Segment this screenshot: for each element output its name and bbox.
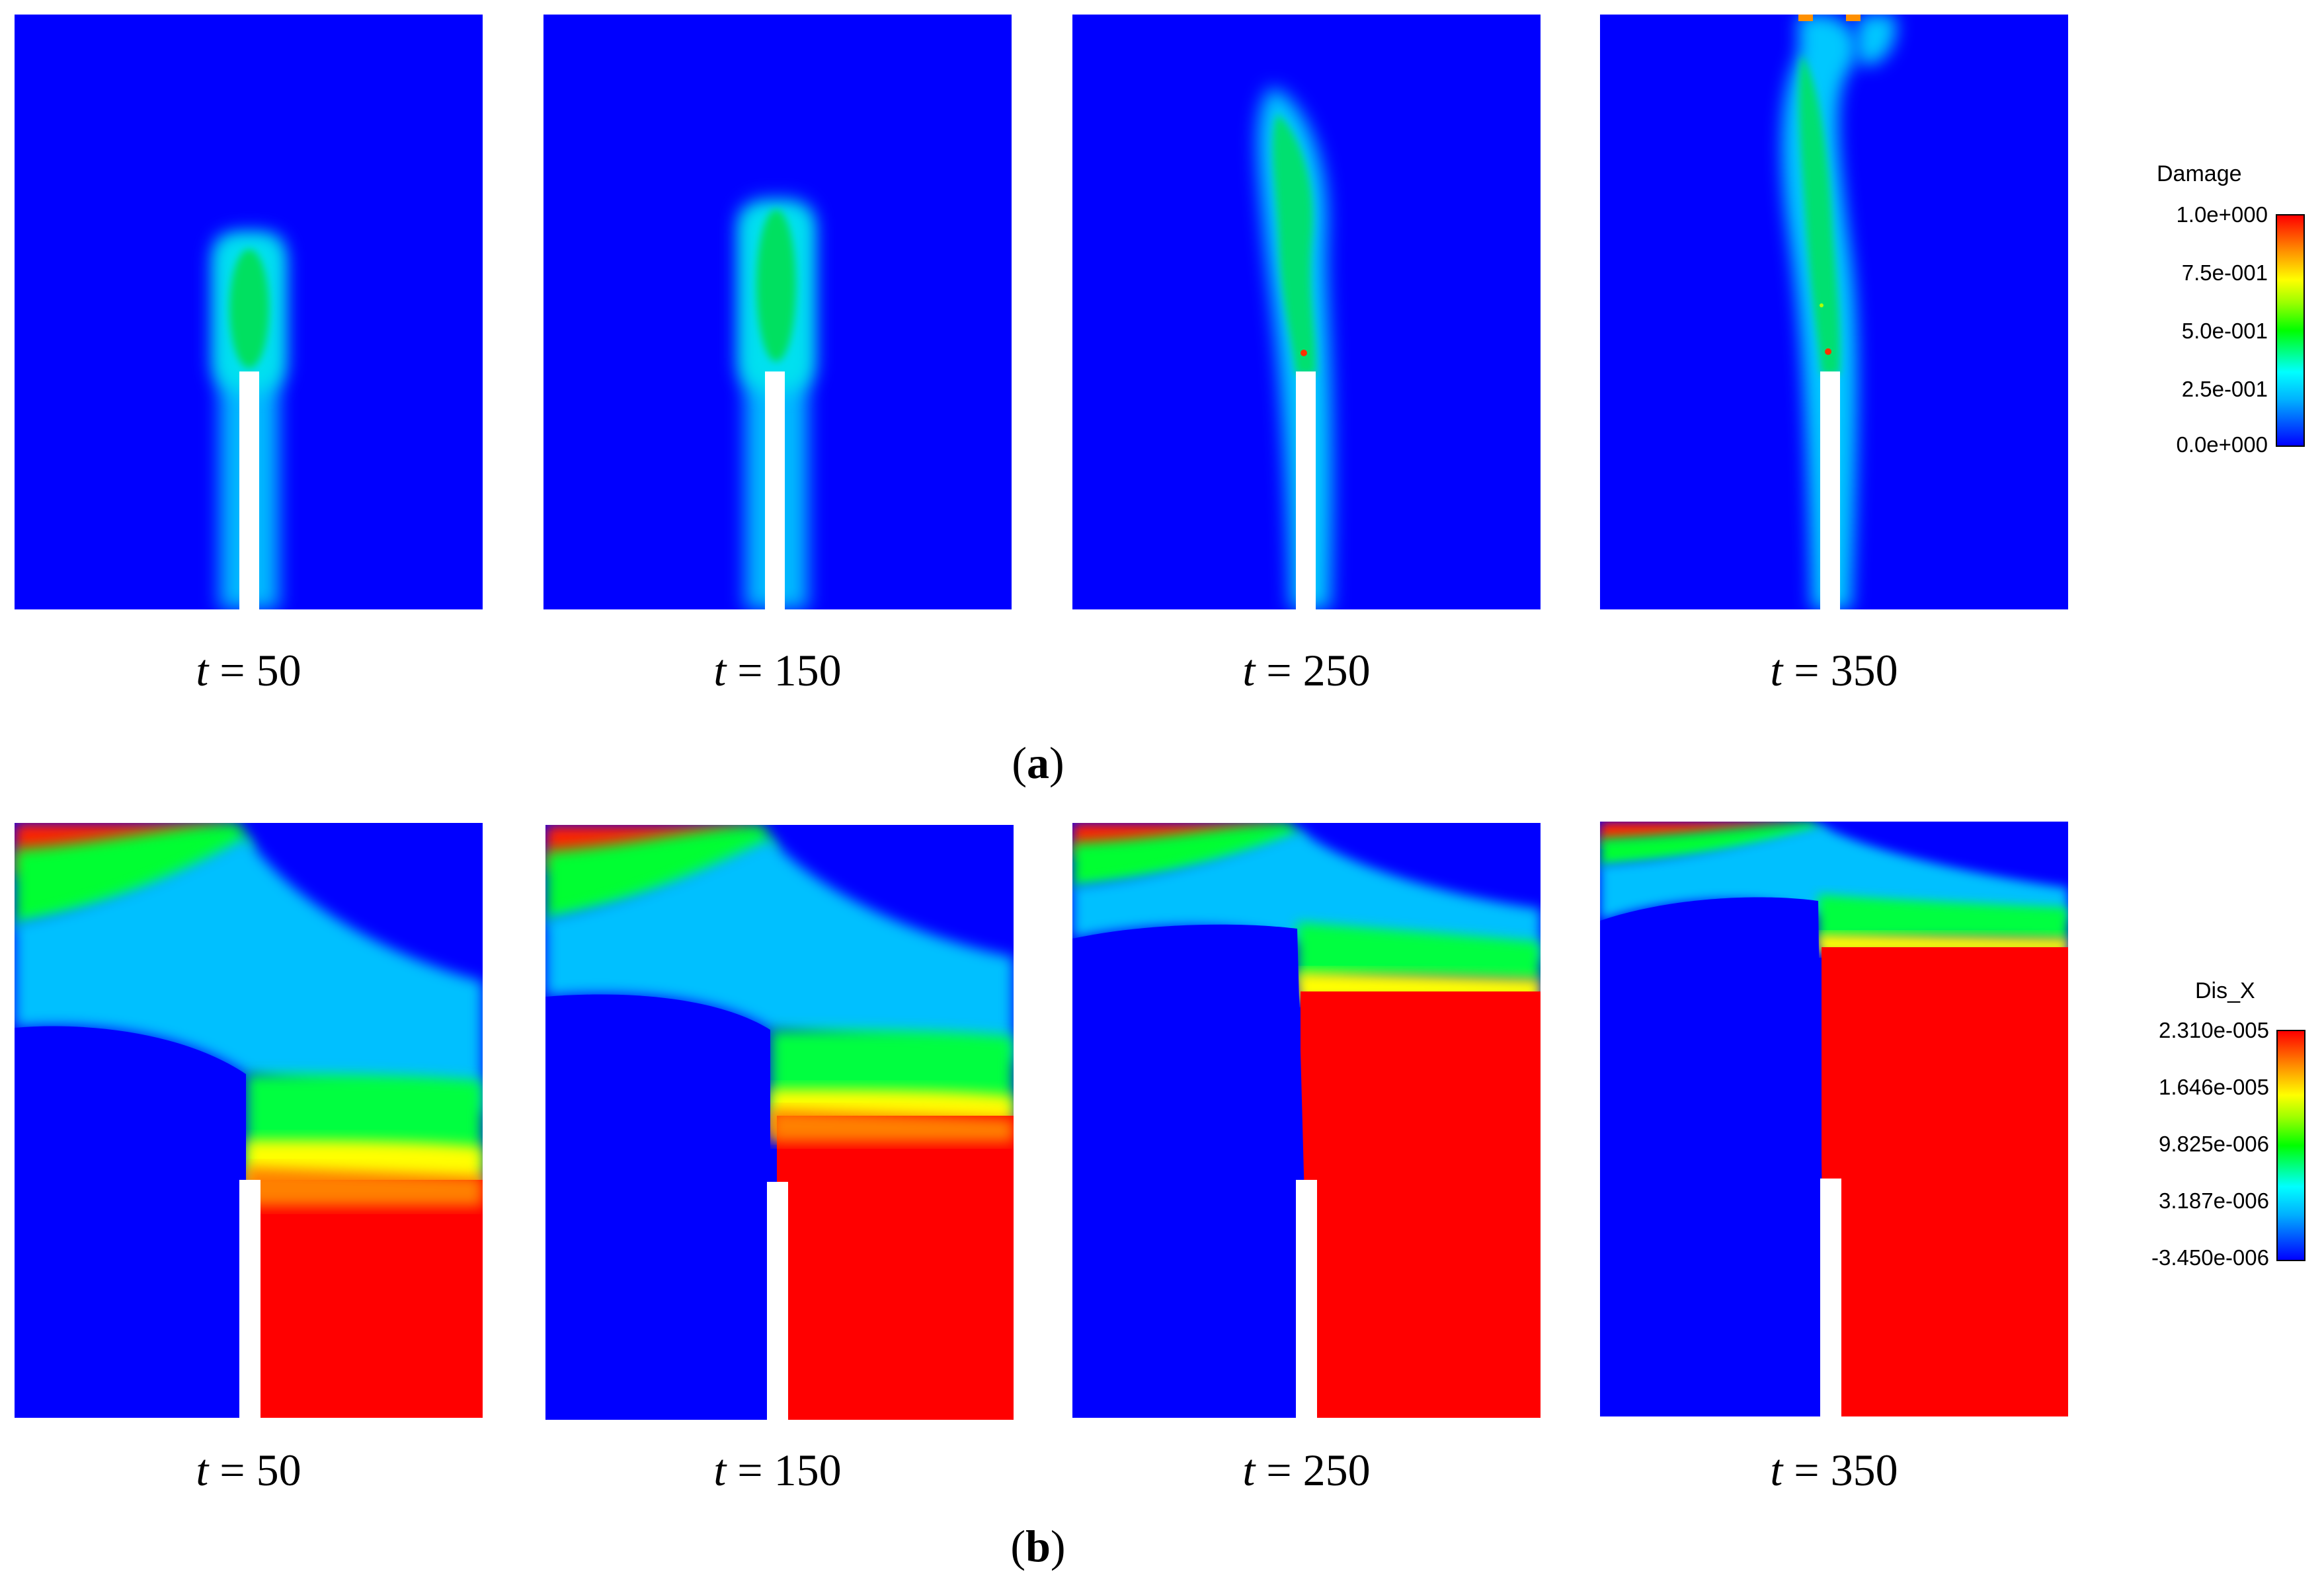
time-label-a-4: t = 350 xyxy=(1770,645,1898,695)
disx-legend-title: Dis_X xyxy=(2195,978,2255,1003)
time-label-b-3: t = 250 xyxy=(1242,1445,1371,1495)
time-label-a-2: t = 150 xyxy=(713,645,842,695)
damage-tick-2: 5.0e-001 xyxy=(2181,319,2268,343)
damage-legend-title: Damage xyxy=(2157,161,2242,186)
damage-tick-1: 7.5e-001 xyxy=(2181,260,2268,285)
disx-tick-3: 3.187e-006 xyxy=(2159,1188,2269,1213)
time-label-b-2: t = 150 xyxy=(713,1445,842,1495)
disx-panel-t250 xyxy=(1072,823,1541,1418)
disx-tick-4: -3.450e-006 xyxy=(2151,1245,2269,1270)
part-label-b: (b) xyxy=(1010,1521,1066,1571)
disx-tick-2: 9.825e-006 xyxy=(2159,1132,2269,1156)
time-label-b-4: t = 350 xyxy=(1770,1445,1898,1495)
damage-legend: Damage 1.0e+000 7.5e-001 5.0e-001 2.5e-0… xyxy=(2116,159,2314,463)
disx-panel-t350 xyxy=(1600,822,2068,1416)
time-label-a-3: t = 250 xyxy=(1242,645,1371,695)
time-label-a-1: t = 50 xyxy=(196,645,301,695)
damage-tick-0: 1.0e+000 xyxy=(2176,202,2268,227)
damage-tick-4: 0.0e+000 xyxy=(2176,432,2268,457)
disx-panel-t150 xyxy=(545,825,1014,1420)
disx-legend: Dis_X 2.310e-005 1.646e-005 9.825e-006 3… xyxy=(2083,972,2314,1276)
damage-colorbar xyxy=(2276,214,2305,447)
disx-panel-t50 xyxy=(15,823,483,1418)
damage-panel-t150 xyxy=(543,15,1012,609)
damage-tick-3: 2.5e-001 xyxy=(2181,377,2268,401)
damage-panel-t50 xyxy=(15,15,483,609)
damage-panel-t250 xyxy=(1072,15,1541,609)
part-label-a: (a) xyxy=(1012,738,1064,788)
damage-panel-t350 xyxy=(1600,15,2068,609)
disx-tick-1: 1.646e-005 xyxy=(2159,1075,2269,1099)
disx-tick-0: 2.310e-005 xyxy=(2159,1018,2269,1042)
time-label-b-1: t = 50 xyxy=(196,1445,301,1495)
disx-colorbar xyxy=(2276,1030,2305,1261)
